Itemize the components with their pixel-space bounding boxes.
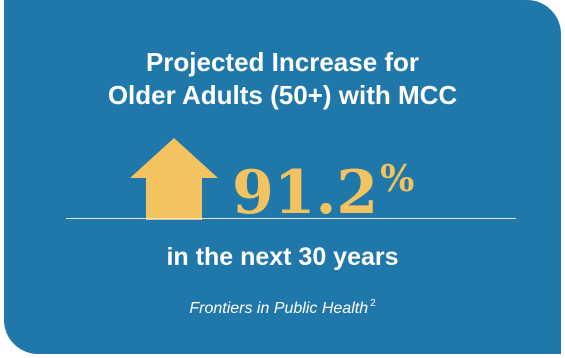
source-reference: 2: [370, 298, 376, 309]
headline-line-2: Older Adults (50+) with MCC: [107, 80, 458, 110]
headline-line-1: Projected Increase for: [145, 47, 420, 77]
stat-card: Projected Increase for Older Adults (50+…: [4, 0, 561, 354]
divider: [66, 218, 516, 219]
subline: in the next 30 years: [166, 243, 399, 271]
stat-unit: %: [380, 158, 415, 200]
up-arrow-icon: [130, 138, 218, 220]
stat-number: 91.2: [232, 158, 379, 228]
headline: Projected Increase for Older Adults (50+…: [4, 46, 561, 112]
source-name: Frontiers in Public Health: [189, 300, 369, 317]
stat-value: 91.2%: [232, 144, 414, 228]
stat-row: 91.2%: [130, 138, 450, 228]
source-citation: Frontiers in Public Health 2: [4, 293, 561, 320]
